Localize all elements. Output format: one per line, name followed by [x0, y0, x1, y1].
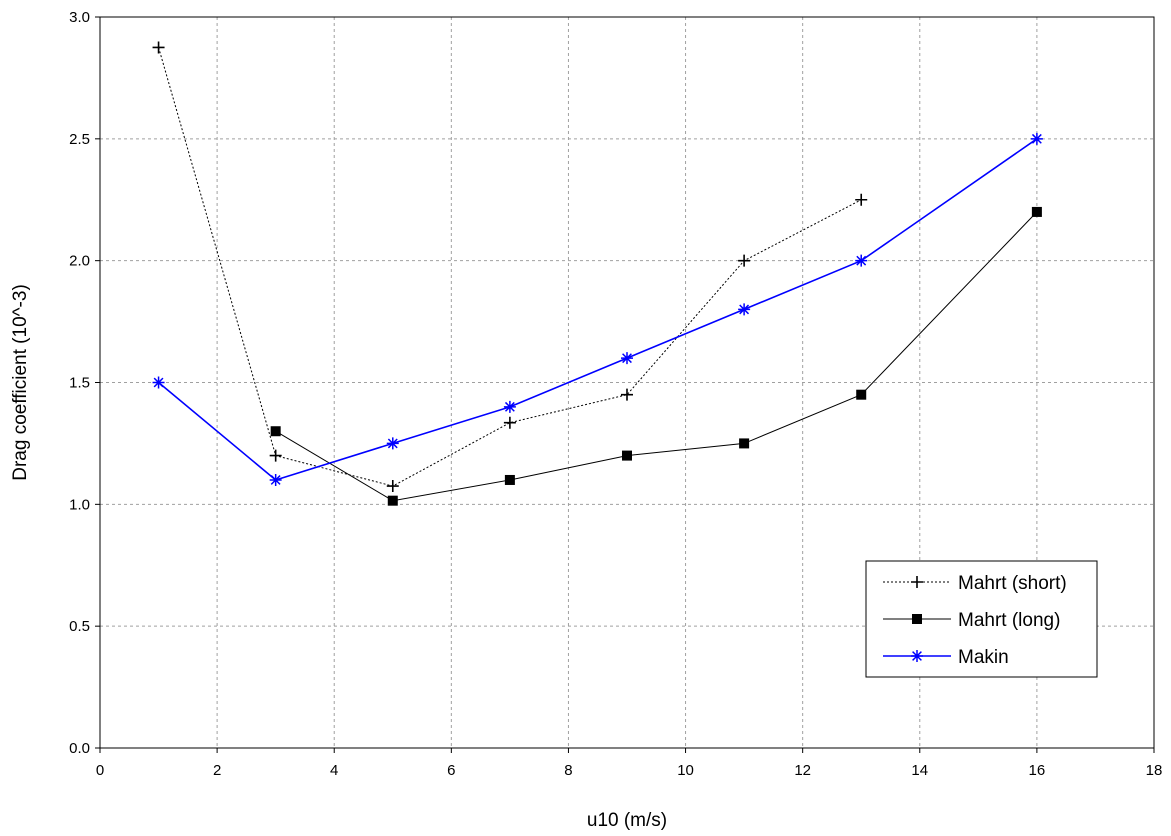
x-tick-label: 8 [564, 762, 572, 779]
x-tick-label: 10 [677, 762, 694, 779]
legend-marker-mahrt-short [911, 576, 923, 588]
data-point-mahrt-short [621, 388, 633, 401]
series-makin [152, 132, 1043, 486]
x-tick-label: 18 [1146, 762, 1163, 779]
y-tick-label: 2.0 [69, 253, 90, 270]
series-mahrt-long [270, 206, 1042, 506]
data-point-makin [386, 437, 399, 450]
legend-marker-makin [911, 650, 923, 662]
x-tick-label: 0 [96, 762, 104, 779]
y-tick-label: 2.5 [69, 131, 90, 148]
data-point-mahrt-long [504, 474, 515, 485]
axis-ticks: 0 2 4 6 8 10 12 14 16 18 0.0 0.5 1.0 1.5 2.0 2.5 3.0 [69, 9, 1162, 779]
data-point-makin [269, 473, 282, 486]
data-point-makin [621, 352, 633, 365]
data-point-mahrt-long [270, 426, 281, 437]
series-line-mahrt-long [275, 211, 1038, 502]
y-tick-label: 3.0 [69, 9, 90, 26]
data-point-mahrt-short [152, 41, 165, 54]
data-point-mahrt-long [387, 495, 398, 506]
legend-label-mahrt-long: Mahrt (long) [958, 610, 1060, 631]
data-point-makin [152, 376, 165, 389]
legend-label-makin: Makin [958, 647, 1009, 668]
series-mahrt-short [152, 41, 868, 493]
y-tick-label: 0.5 [69, 618, 90, 635]
series-line-makin [158, 138, 1038, 481]
legend-label-mahrt-short: Mahrt (short) [958, 573, 1067, 594]
x-axis-title: u10 (m/s) [587, 810, 667, 831]
data-point-mahrt-long [1031, 206, 1042, 217]
legend: Mahrt (short) Mahrt (long) Makin [865, 560, 1098, 678]
y-axis-title: Drag coefficient (10^-3) [10, 284, 31, 481]
data-point-mahrt-long [622, 450, 632, 461]
legend-marker-mahrt-long [912, 614, 922, 624]
y-tick-label: 0.0 [69, 740, 90, 757]
data-point-makin [503, 400, 516, 413]
data-point-makin [855, 254, 868, 267]
data-point-mahrt-long [856, 389, 867, 400]
data-point-mahrt-short [503, 416, 516, 429]
data-point-mahrt-short [855, 193, 868, 206]
data-point-mahrt-short [269, 449, 282, 462]
x-tick-label: 2 [213, 762, 221, 779]
data-point-mahrt-short [386, 480, 399, 493]
x-tick-label: 4 [330, 762, 338, 779]
series-group [152, 41, 1043, 506]
x-tick-label: 12 [794, 762, 811, 779]
y-tick-label: 1.0 [69, 496, 90, 513]
x-tick-label: 6 [447, 762, 455, 779]
data-point-mahrt-short [738, 254, 751, 267]
data-point-mahrt-long [739, 438, 750, 449]
data-point-makin [738, 303, 751, 316]
y-tick-label: 1.5 [69, 375, 90, 392]
x-tick-label: 14 [911, 762, 928, 779]
x-tick-label: 16 [1029, 762, 1046, 779]
data-point-makin [1030, 132, 1043, 145]
